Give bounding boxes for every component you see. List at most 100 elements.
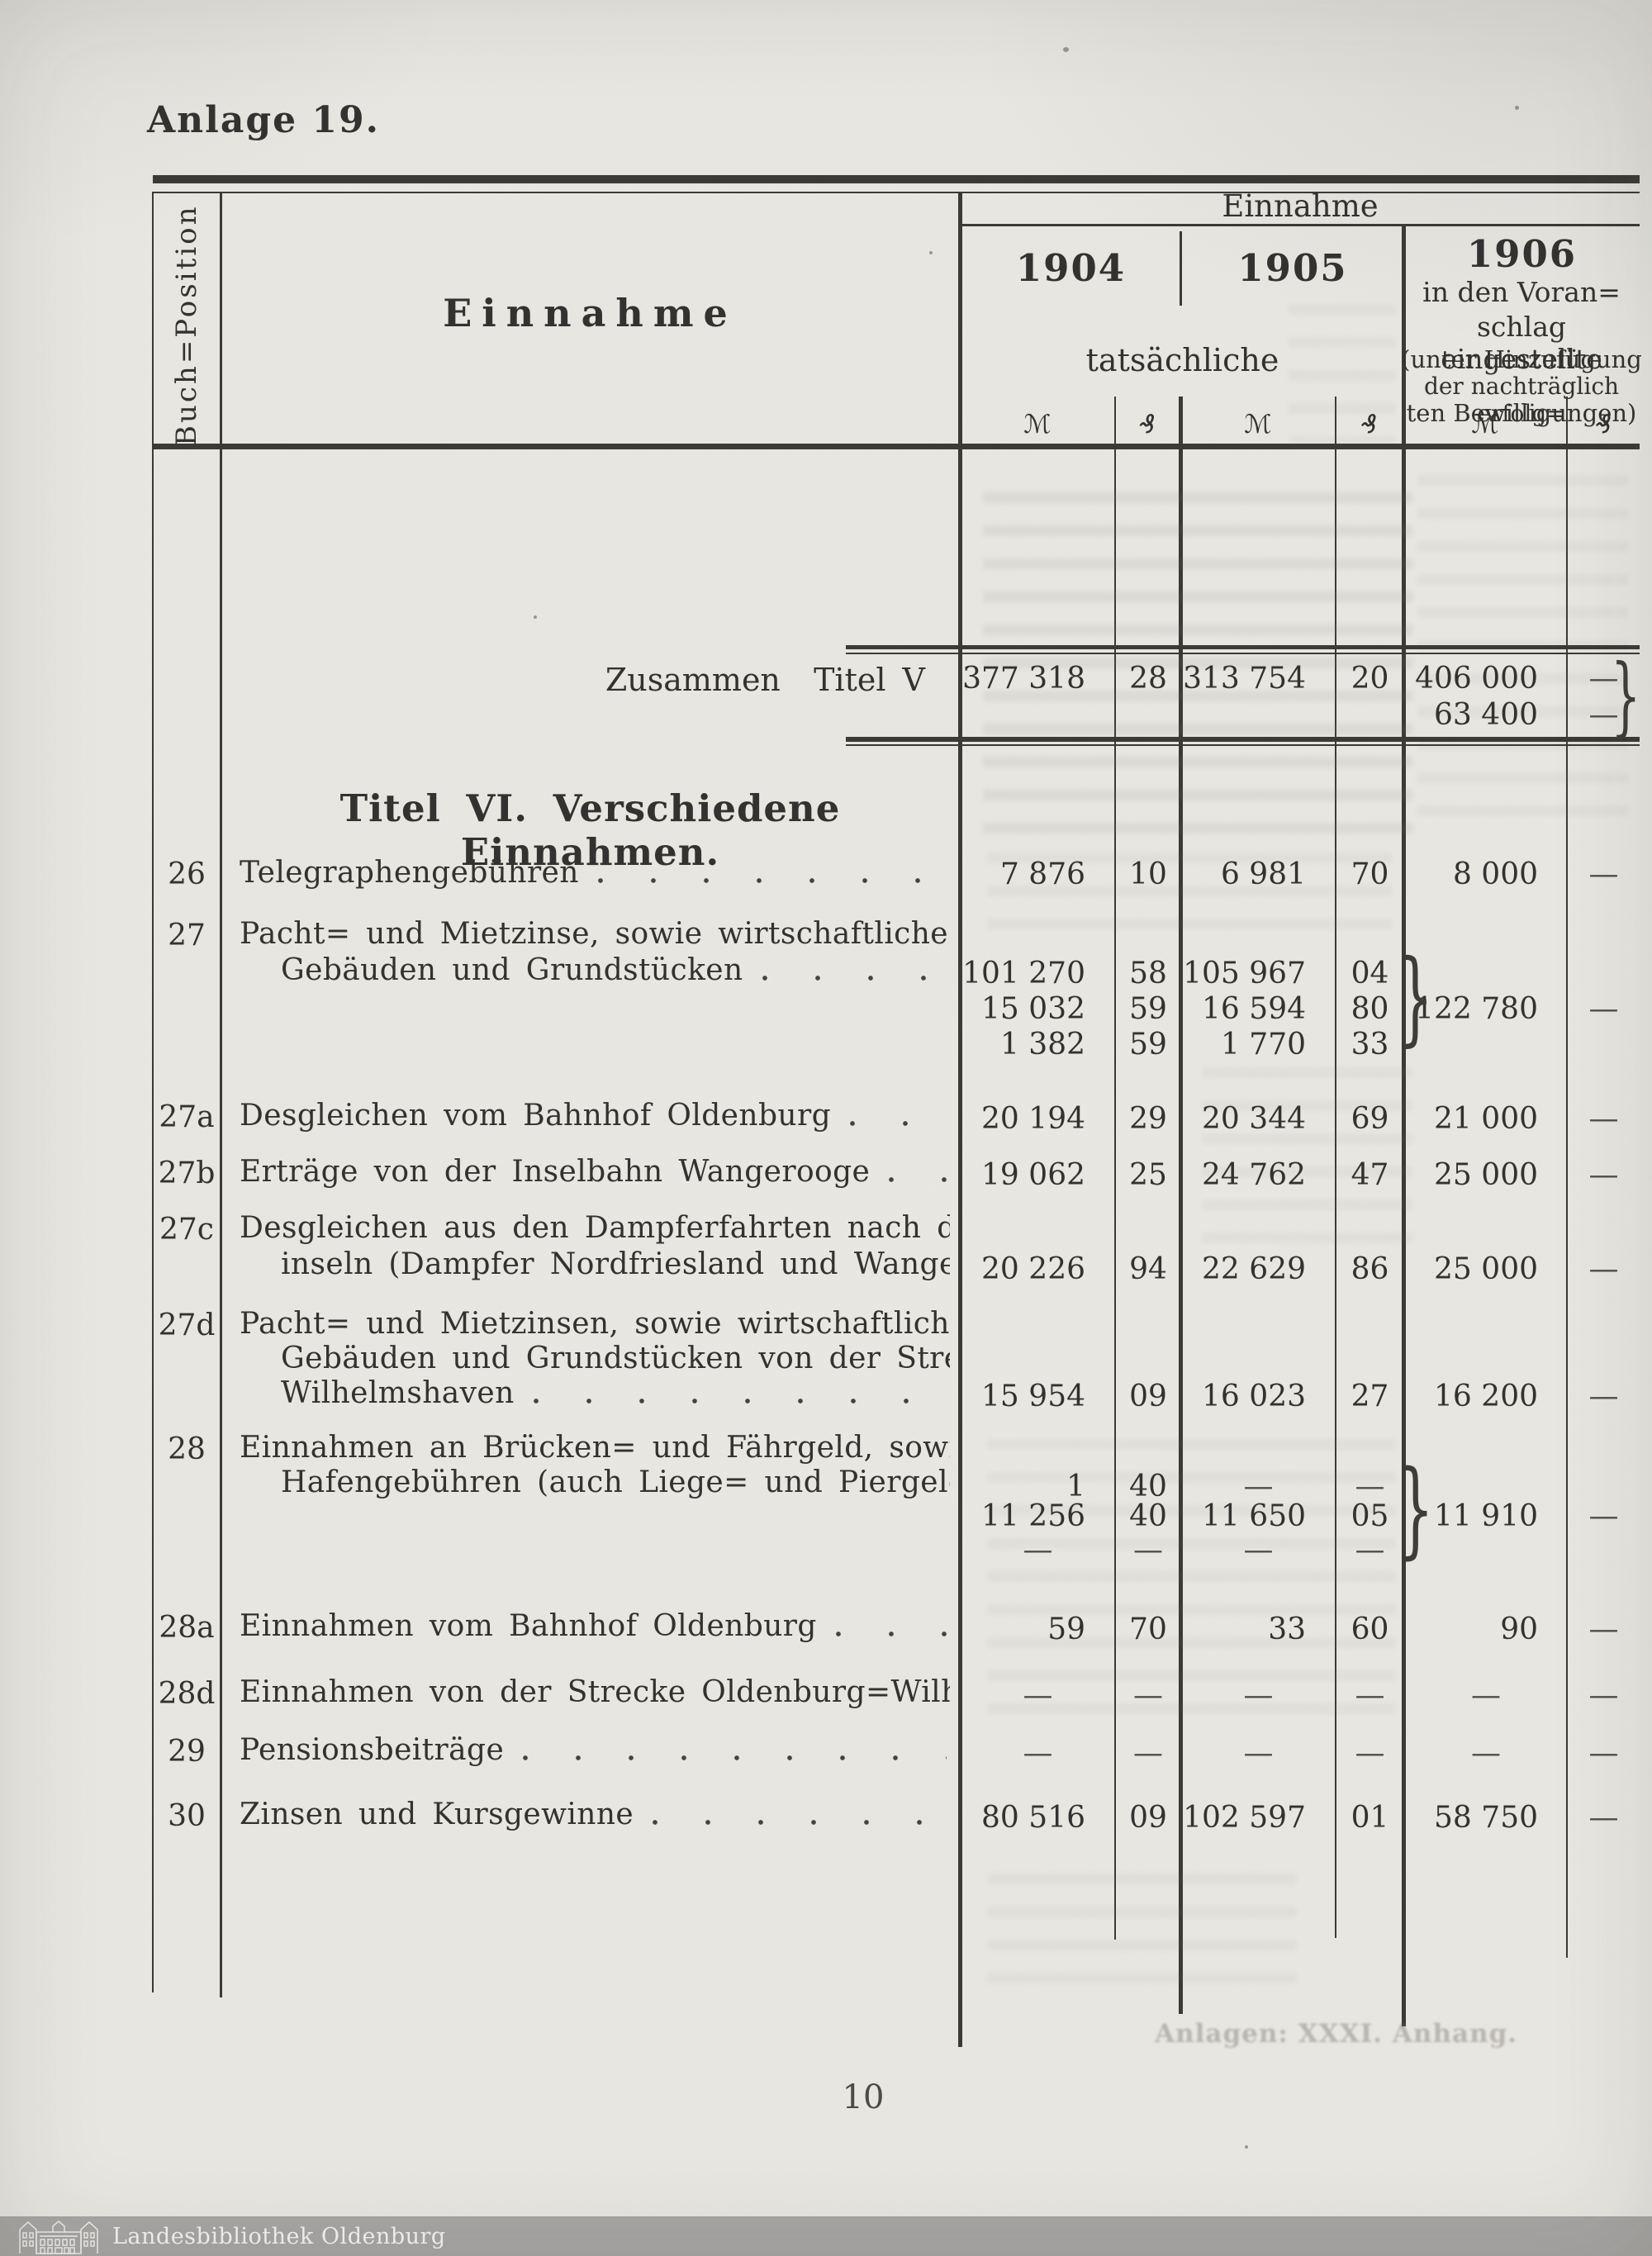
pfennig-symbol-1904: ₰ — [1139, 410, 1156, 439]
table-top-border-thin — [153, 192, 1640, 193]
row-27a-p1905: 69 — [1351, 1102, 1389, 1136]
summary-rule — [846, 653, 1640, 654]
row-28-label-text: Einnahmen an Brücken= und Fährgeld, sowi… — [240, 1432, 950, 1464]
year-header-1905: 1905 — [1237, 246, 1348, 290]
header-1906-note-line5: ten Bewilligungen) — [1406, 399, 1637, 427]
row-29-p1905: — — [1355, 1736, 1385, 1770]
row-28a-m1905: 33 — [1268, 1612, 1306, 1646]
dot-leader — [761, 974, 947, 982]
row-30-p1905: 01 — [1351, 1801, 1389, 1835]
row-27-m1904: 1 382 — [999, 1028, 1085, 1062]
row-26-p1906: — — [1588, 857, 1619, 891]
row-27-p1905: 04 — [1351, 957, 1389, 990]
row-28-p1905: — — [1355, 1470, 1385, 1503]
row-27-label: Pacht= und Mietzinse, sowie wirtschaftli… — [240, 919, 950, 950]
row-28-p1904: 40 — [1129, 1470, 1167, 1503]
row-28d-position: 28d — [158, 1677, 216, 1711]
row-29-p1906: — — [1588, 1736, 1619, 1770]
row-27d-position: 27d — [158, 1308, 216, 1342]
row-28a-label-text: Einnahmen vom Bahnhof Oldenburg — [240, 1611, 817, 1642]
row-27a-label-text: Desgleichen vom Bahnhof Oldenburg — [240, 1100, 832, 1132]
dot-leader — [888, 1175, 947, 1184]
scan-artifact — [1063, 47, 1069, 52]
row-29-label-text: Pensionsbeiträge — [240, 1735, 505, 1766]
divider-1904m-1904p — [1114, 397, 1116, 1940]
row-27d-label: Wilhelmshaven — [281, 1378, 950, 1409]
row-26-m1904: 7 876 — [999, 857, 1085, 891]
row-26-position: 26 — [168, 857, 206, 891]
row-26-label: Telegraphengebühren — [240, 857, 950, 889]
row-27d-m1904: 15 954 — [981, 1380, 1085, 1413]
row-28-brace: } — [1398, 1448, 1435, 1570]
row-28a-p1906: — — [1588, 1612, 1619, 1646]
row-27b-p1906: — — [1588, 1158, 1619, 1192]
header-1906-note-line4: der nachträglich erfolg= — [1423, 373, 1620, 427]
row-30-label-text: Zinsen und Kursgewinne — [240, 1799, 634, 1831]
row-27d-label: Pacht= und Mietzinsen, sowie wirtschaftl… — [240, 1308, 950, 1340]
row-29-label: Pensionsbeiträge — [240, 1735, 950, 1766]
row-27c-position: 27c — [159, 1213, 214, 1247]
dot-leader — [652, 1818, 947, 1826]
row-28-m1905: — — [1243, 1470, 1274, 1503]
row-28-m1904: 11 256 — [981, 1499, 1085, 1533]
row-27b-p1904: 25 — [1129, 1158, 1167, 1192]
summary-rule — [846, 737, 1640, 742]
summary-row-label: Zusammen Titel V — [605, 662, 925, 698]
table-left-border — [152, 192, 154, 1992]
row-28a-m1906: 90 — [1500, 1612, 1538, 1646]
summary-rule — [846, 645, 1640, 649]
column-header-einnahme: Einnahme — [443, 291, 738, 335]
row-27-m1904: 101 270 — [962, 957, 1085, 990]
row-26-p1904: 10 — [1129, 857, 1167, 891]
row-27a-m1905: 20 344 — [1202, 1102, 1306, 1136]
row-27-p1906: — — [1588, 992, 1619, 1026]
mark-symbol-1905: ℳ — [1244, 410, 1272, 439]
row-27a-m1906: 21 000 — [1434, 1102, 1538, 1136]
row-28-m1905: — — [1243, 1533, 1274, 1567]
divider-1904-1905 — [1179, 397, 1183, 2014]
column-header-buch-position: Buch=Position — [170, 204, 203, 447]
row-27b-m1906: 25 000 — [1434, 1158, 1538, 1192]
library-name: Landesbibliothek Oldenburg — [112, 2223, 446, 2249]
row-28a-p1904: 70 — [1129, 1612, 1167, 1646]
row-27c-m1906: 25 000 — [1434, 1252, 1538, 1286]
divider-1905m-1905p — [1335, 397, 1336, 1938]
row-28-m1904: — — [1023, 1533, 1053, 1567]
bleedthrough-block — [987, 1874, 1297, 1997]
row-28a-m1904: 59 — [1047, 1612, 1085, 1646]
row-29-p1904: — — [1133, 1736, 1163, 1770]
row-27a-p1904: 29 — [1129, 1102, 1167, 1136]
row-27d-p1905: 27 — [1351, 1380, 1389, 1413]
summary-row-brace: } — [1611, 645, 1641, 746]
row-27b-label: Erträge von der Inselbahn Wangerooge — [240, 1156, 950, 1188]
row-27d-label-text: Wilhelmshaven — [281, 1378, 515, 1409]
row-27-m1905: 16 594 — [1202, 992, 1306, 1026]
row-29-m1904: — — [1023, 1736, 1053, 1770]
row-27c-p1905: 86 — [1351, 1252, 1389, 1286]
row-28-m1906: 11 910 — [1434, 1499, 1538, 1533]
header-1906-note-line1: in den Voran= — [1422, 276, 1621, 308]
row-28d-p1905: — — [1355, 1679, 1385, 1712]
row-28-label: Hafengebühren (auch Liege= und Piergeld) — [281, 1467, 950, 1498]
row-27-brace: } — [1398, 938, 1434, 1057]
row-28-p1904: 40 — [1129, 1499, 1167, 1533]
row-30-position: 30 — [168, 1799, 206, 1833]
scanner-footer-band: Landesbibliothek Oldenburg — [0, 2216, 1652, 2256]
row-28-m1905: 11 650 — [1202, 1499, 1306, 1533]
summary-row-m1906: 406 000 — [1415, 662, 1538, 696]
row-29-m1905: — — [1243, 1736, 1274, 1770]
pfennig-symbol-1905: ₰ — [1360, 410, 1378, 439]
row-27-m1906: 122 780 — [1415, 992, 1538, 1026]
year-header-1906: 1906 — [1466, 232, 1578, 276]
header-1906-note-line3: (unter Hinzufügung — [1401, 345, 1642, 373]
summary-row-p1906: — — [1588, 698, 1619, 732]
row-27a-position: 27a — [159, 1100, 215, 1134]
divider-1904-1905-years — [1180, 231, 1182, 306]
scan-artifact — [929, 251, 933, 254]
row-28a-p1905: 60 — [1351, 1612, 1389, 1646]
row-27-m1905: 105 967 — [1183, 957, 1306, 990]
scan-artifact — [1515, 106, 1519, 110]
summary-row-m1904: 377 318 — [962, 662, 1085, 696]
row-27-p1905: 80 — [1351, 992, 1389, 1026]
row-30-p1906: — — [1588, 1801, 1619, 1835]
